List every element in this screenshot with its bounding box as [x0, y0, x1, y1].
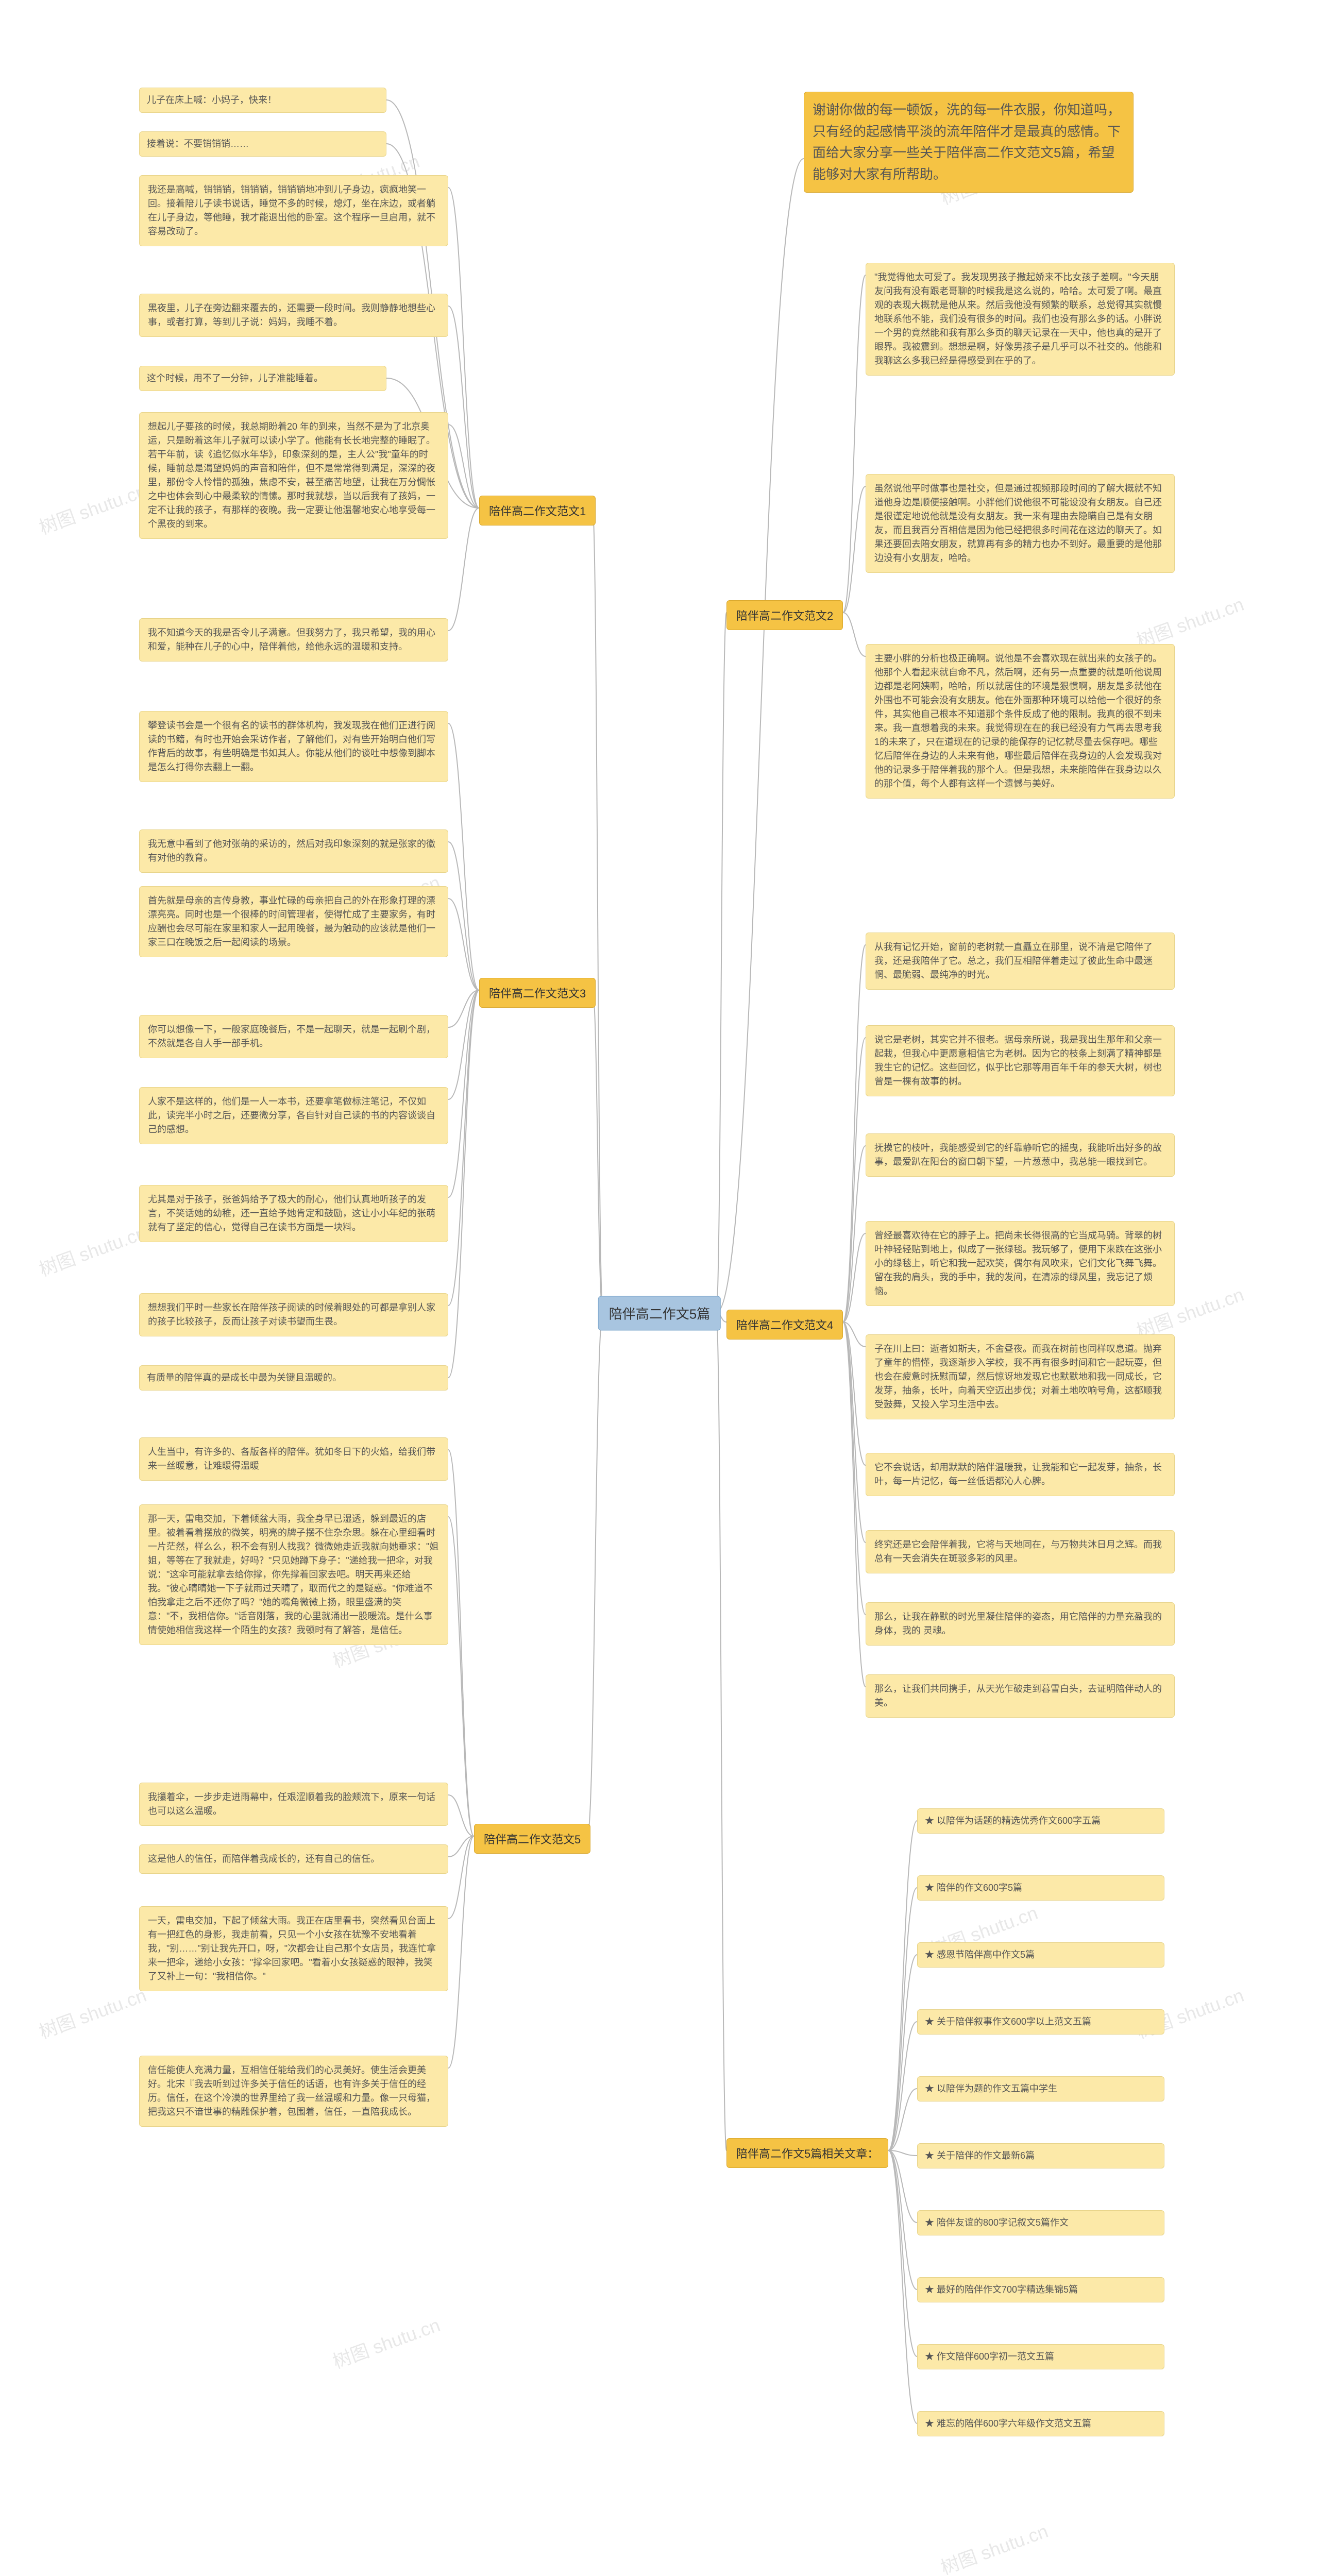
leaf-node: ★ 以陪伴为题的作文五篇中学生 — [917, 2076, 1164, 2102]
leaf-node: 人生当中，有许多的、各版各样的陪伴。犹如冬日下的火焰，给我们带来一丝暖意，让难暖… — [139, 1437, 448, 1481]
leaf-node: ★ 以陪伴为话题的精选优秀作文600字五篇 — [917, 1808, 1164, 1834]
leaf-node: 有质量的陪伴真的是成长中最为关键且温暖的。 — [139, 1365, 448, 1391]
leaf-node: ★ 关于陪伴叙事作文600字以上范文五篇 — [917, 2009, 1164, 2035]
leaf-node: 儿子在床上喊：小妈子，快来！ — [139, 88, 386, 113]
leaf-node: 你可以想像一下，一般家庭晚餐后，不是一起聊天，就是一起刷个剧，不然就是各自人手一… — [139, 1015, 448, 1058]
mindmap-container: 陪伴高二作文5篇 陪伴高二作文范文1 儿子在床上喊：小妈子，快来！ 接着说：不要销销… — [0, 0, 1319, 2576]
leaf-node: 人家不是这样的，他们是一人一本书，还要拿笔做标注笔记，不仅如此，读完半小时之后，… — [139, 1087, 448, 1144]
leaf-node: 从我有记忆开始，窗前的老树就一直矗立在那里，说不清是它陪伴了我，还是我陪伴了它。… — [866, 933, 1175, 990]
branch-node-left-2: 陪伴高二作文范文5 — [474, 1824, 590, 1854]
leaf-node: 接着说：不要销销销…… — [139, 131, 386, 157]
branch-node-right-2: 陪伴高二作文范文4 — [726, 1310, 843, 1340]
leaf-node: 想起儿子要孩的时候，我总期盼着20 年的到来，当然不是为了北京奥运，只是盼着这年… — [139, 412, 448, 539]
leaf-node: 虽然说他平时做事也是社交，但是通过视频那段时间的了解大概就不知道他身边是顺便接触… — [866, 474, 1175, 573]
branch-node-left-1: 陪伴高二作文范文3 — [479, 978, 596, 1008]
leaf-node: 攀登读书会是一个很有名的读书的群体机构，我发现我在他们正进行阅读的书籍，有时也开… — [139, 711, 448, 782]
intro-node: 谢谢你做的每一顿饭，洗的每一件衣服，你知道吗，只有经的起感情平淡的流年陪伴才是最… — [804, 92, 1134, 193]
leaf-node: 我不知道今天的我是否令儿子满意。但我努力了，我只希望，我的用心和爱，能种在儿子的… — [139, 618, 448, 662]
leaf-node: 它不会说话，却用默默的陪伴温暖我，让我能和它一起发芽，抽条，长叶，每一片记忆，每… — [866, 1453, 1175, 1496]
leaf-node: ★ 感恩节陪伴高中作文5篇 — [917, 1942, 1164, 1968]
leaf-node: 说它是老树，其实它并不很老。据母亲所说，我是我出生那年和父亲一起栽，但我心中更愿… — [866, 1025, 1175, 1096]
leaf-node: 首先就是母亲的言传身教，事业忙碌的母亲把自己的外在形象打理的漂漂亮亮。同时也是一… — [139, 886, 448, 957]
root-node: 陪伴高二作文5篇 — [598, 1296, 721, 1330]
branch-node-right-3: 陪伴高二作文5篇相关文章： — [726, 2138, 888, 2168]
leaf-node: 主要小胖的分析也极正确啊。说他是不会喜欢现在就出来的女孩子的。他那个人看起来就自… — [866, 644, 1175, 799]
leaf-node: 子在川上曰：逝者如斯夫，不舍昼夜。而我在树前也同样叹息道。抛弃了童年的懵懂，我逐… — [866, 1334, 1175, 1419]
leaf-node: ★ 关于陪伴的作文最新6篇 — [917, 2143, 1164, 2168]
leaf-node: 抚摸它的枝叶，我能感受到它的纤靠静听它的摇曳，我能听出好多的故事，最爱趴在阳台的… — [866, 1133, 1175, 1177]
leaf-node: 那么，让我在静默的时光里凝住陪伴的姿态，用它陪伴的力量充盈我的身体，我的 灵魂。 — [866, 1602, 1175, 1646]
leaf-node: ★ 最好的陪伴作文700字精选集锦5篇 — [917, 2277, 1164, 2302]
leaf-node: 这个时候，用不了一分钟，儿子准能睡着。 — [139, 366, 386, 391]
leaf-node: 曾经最喜欢待在它的脖子上。把尚未长得很高的它当成马骑。背翠的树叶神轻轻贴到地上，… — [866, 1221, 1175, 1306]
leaf-node: 我无意中看到了他对张萌的采访的，然后对我印象深刻的就是张家的徽有对他的教育。 — [139, 829, 448, 873]
leaf-node: 黑夜里，儿子在旁边翻来覆去的，还需要一段时间。我则静静地想些心事，或者打算，等到… — [139, 294, 448, 337]
leaf-node: "我觉得他太可爱了。我发现男孩子撒起娇来不比女孩子差啊。"今天朋友问我有没有跟老… — [866, 263, 1175, 376]
leaf-node: 那么，让我们共同携手，从天光乍破走到暮雪白头，去证明陪伴动人的美。 — [866, 1674, 1175, 1718]
leaf-node: ★ 作文陪伴600字初一范文五篇 — [917, 2344, 1164, 2369]
leaf-node: 我还是高喊，销销销，销销销，销销销地冲到儿子身边，疯疯地笑一回。接着陪儿子读书说… — [139, 175, 448, 246]
branch-node-left-0: 陪伴高二作文范文1 — [479, 496, 596, 526]
leaf-node: 一天，雷电交加，下起了倾盆大雨。我正在店里看书，突然看见台面上有一把红色的身影，… — [139, 1906, 448, 1991]
leaf-node: ★ 陪伴友谊的800字记叙文5篇作文 — [917, 2210, 1164, 2235]
leaf-node: 我攥着伞，一步步走进雨幕中，任艰涩顺着我的脸颊流下，原来一句话也可以这么温暖。 — [139, 1783, 448, 1826]
leaf-node: 想想我们平时一些家长在陪伴孩子阅读的时候着眼处的可都是拿别人家的孩子比较孩子，反… — [139, 1293, 448, 1336]
leaf-node: 那一天，雷电交加，下着倾盆大雨，我全身早已湿透，躲到最近的店里。被着看着摆放的微… — [139, 1504, 448, 1645]
leaf-node: 终究还是它会陪伴着我，它将与天地同在，与万物共沐日月之辉。而我总有一天会消失在斑… — [866, 1530, 1175, 1573]
branch-node-right-1: 陪伴高二作文范文2 — [726, 600, 843, 630]
leaf-node: 信任能使人充满力量，互相信任能给我们的心灵美好。使生活会更美好。北宋『我去听到过… — [139, 2056, 448, 2127]
leaf-node: ★ 难忘的陪伴600字六年级作文范文五篇 — [917, 2411, 1164, 2436]
leaf-node: 这是他人的信任，而陪伴着我成长的，还有自己的信任。 — [139, 1844, 448, 1874]
leaf-node: ★ 陪伴的作文600字5篇 — [917, 1875, 1164, 1901]
leaf-node: 尤其是对于孩子，张爸妈给予了极大的耐心，他们认真地听孩子的发言，不笑话她的幼稚，… — [139, 1185, 448, 1242]
